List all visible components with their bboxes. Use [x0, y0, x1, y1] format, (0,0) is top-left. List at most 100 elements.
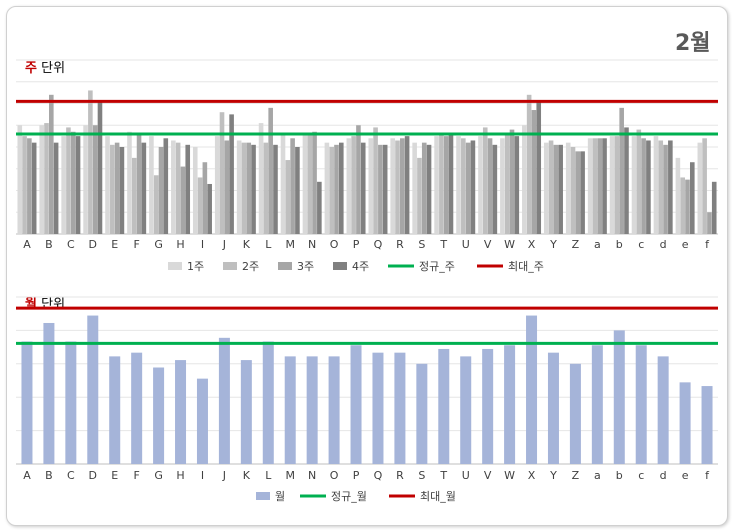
- weekly-x-tick-label: W: [504, 238, 515, 251]
- monthly-bar: [153, 367, 165, 464]
- weekly-x-tick-label: H: [176, 238, 184, 251]
- weekly-bar: [587, 138, 593, 234]
- weekly-bar: [312, 131, 317, 234]
- weekly-bar: [70, 131, 76, 234]
- weekly-bar: [570, 147, 576, 234]
- weekly-title-highlight: 주: [25, 61, 37, 76]
- monthly-x-tick-label: P: [353, 469, 360, 482]
- weekly-bar: [175, 142, 181, 234]
- weekly-x-tick-label: Y: [549, 238, 557, 251]
- weekly-x-tick-label: P: [353, 238, 360, 251]
- weekly-bar: [390, 138, 396, 234]
- weekly-bar: [307, 133, 313, 234]
- monthly-x-tick-label: M: [285, 469, 295, 482]
- weekly-x-tick-label: B: [45, 238, 53, 251]
- weekly-chart-title: 주 단위: [25, 57, 65, 76]
- weekly-bar: [641, 138, 646, 234]
- weekly-bar: [360, 142, 366, 234]
- weekly-bar: [263, 142, 269, 234]
- monthly-x-tick-label: a: [594, 469, 601, 482]
- weekly-bar: [92, 125, 98, 234]
- weekly-x-tick-label: X: [528, 238, 536, 251]
- weekly-bar: [558, 144, 563, 234]
- weekly-bar: [443, 136, 449, 234]
- weekly-bar: [158, 147, 164, 234]
- weekly-bar: [202, 162, 208, 234]
- monthly-x-tick-label: d: [660, 469, 667, 482]
- weekly-x-tick-label: G: [154, 238, 163, 251]
- monthly-x-tick-label: F: [133, 469, 139, 482]
- monthly-bar: [87, 315, 99, 464]
- monthly-x-tick-label: C: [67, 469, 75, 482]
- monthly-bar: [328, 356, 340, 464]
- monthly-bar: [65, 341, 77, 464]
- weekly-bar: [646, 140, 651, 234]
- weekly-bar: [97, 101, 103, 234]
- weekly-bar: [251, 144, 256, 234]
- weekly-x-tick-label: f: [705, 238, 710, 251]
- monthly-legend-swatch: [256, 492, 270, 500]
- weekly-x-tick-label: I: [201, 238, 204, 251]
- monthly-bar: [526, 315, 538, 464]
- weekly-x-tick-label: L: [265, 238, 272, 251]
- month-title: 2월: [675, 31, 711, 56]
- weekly-bar: [492, 144, 498, 234]
- weekly-x-tick-label: C: [67, 238, 75, 251]
- monthly-bar: [109, 356, 121, 464]
- monthly-x-tick-label: K: [243, 469, 251, 482]
- weekly-bar: [711, 181, 717, 234]
- monthly-x-tick-label: V: [484, 469, 492, 482]
- weekly-bar: [400, 138, 405, 234]
- monthly-bar: [504, 345, 516, 464]
- weekly-bar: [653, 136, 659, 234]
- monthly-bar: [196, 378, 208, 464]
- weekly-bar: [602, 138, 607, 234]
- monthly-bar: [701, 386, 713, 464]
- weekly-bar: [280, 133, 286, 234]
- monthly-x-tick-label: c: [638, 469, 644, 482]
- monthly-x-tick-label: T: [439, 469, 447, 482]
- weekly-bar: [17, 125, 23, 234]
- monthly-bar: [306, 356, 318, 464]
- weekly-bar: [295, 147, 300, 234]
- weekly-bar: [44, 123, 49, 234]
- monthly-bar: [240, 360, 252, 464]
- weekly-bar: [597, 138, 603, 234]
- monthly-x-tick-label: W: [504, 469, 515, 482]
- monthly-bar: [657, 356, 669, 464]
- weekly-bar: [465, 142, 471, 234]
- monthly-title-highlight: 월: [25, 297, 37, 312]
- weekly-x-tick-label: M: [285, 238, 295, 251]
- weekly-x-tick-label: N: [308, 238, 316, 251]
- weekly-bar: [31, 142, 37, 234]
- weekly-bar: [663, 144, 668, 234]
- weekly-bar: [382, 144, 388, 234]
- weekly-bar: [526, 94, 532, 234]
- weekly-bar: [105, 136, 110, 234]
- weekly-x-tick-label: Q: [374, 238, 383, 251]
- monthly-bar: [372, 352, 384, 464]
- weekly-bar: [131, 157, 137, 234]
- monthly-x-tick-label: G: [154, 469, 163, 482]
- weekly-bar: [334, 144, 339, 234]
- weekly-bar: [707, 212, 712, 234]
- monthly-x-tick-label: Z: [572, 469, 580, 482]
- weekly-bar: [53, 142, 59, 234]
- monthly-bar: [218, 337, 230, 464]
- weekly-bar: [171, 140, 176, 234]
- weekly-bar: [110, 144, 115, 234]
- monthly-bar: [460, 356, 472, 464]
- weekly-bar: [565, 142, 571, 234]
- weekly-x-tick-label: V: [484, 238, 492, 251]
- weekly-bar: [224, 140, 230, 234]
- weekly-bar: [675, 157, 681, 234]
- monthly-x-tick-label: H: [176, 469, 184, 482]
- weekly-bar: [697, 142, 703, 234]
- weekly-x-tick-label: F: [133, 238, 139, 251]
- weekly-bar: [373, 127, 378, 234]
- weekly-bar: [285, 160, 291, 234]
- monthly-x-tick-label: R: [396, 469, 404, 482]
- weekly-x-tick-label: U: [462, 238, 470, 251]
- weekly-bar: [302, 133, 308, 234]
